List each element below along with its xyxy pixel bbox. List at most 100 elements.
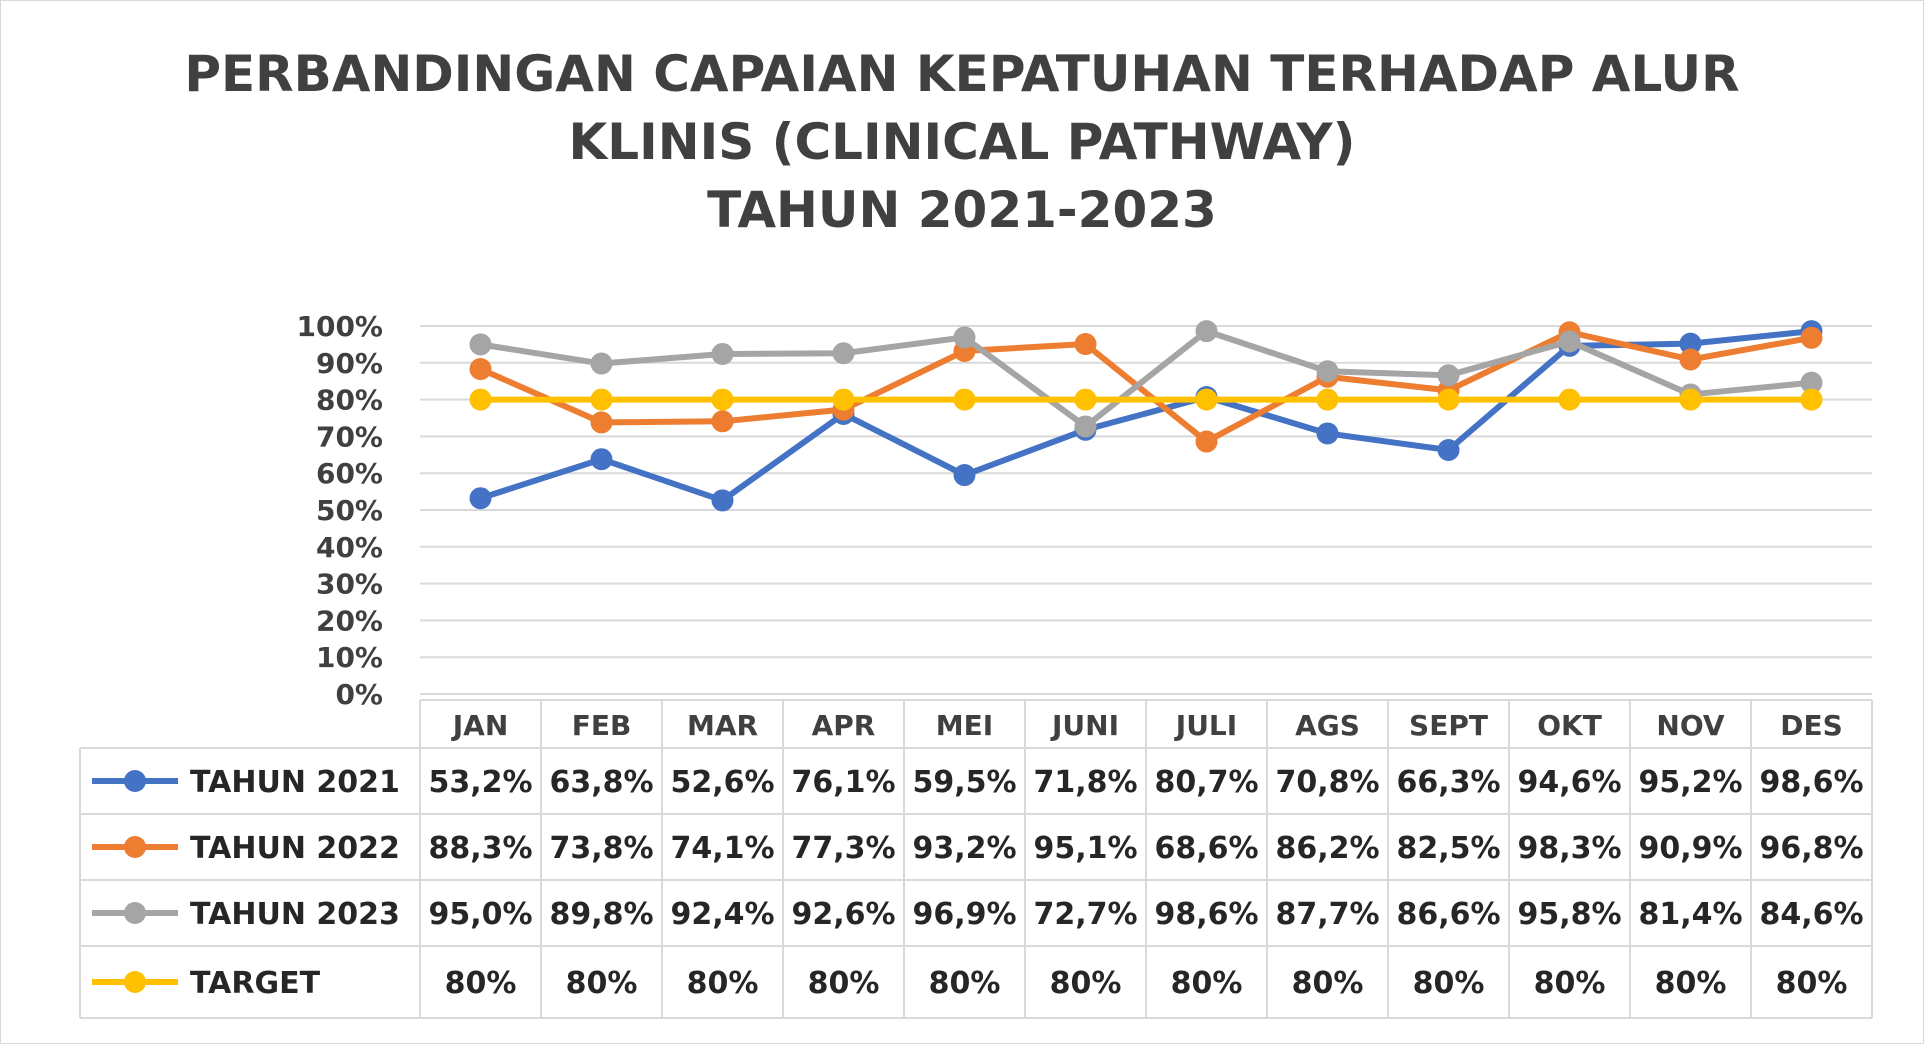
data-point [590, 352, 613, 375]
data-point [1679, 348, 1702, 371]
data-label: 77,3% [791, 831, 895, 866]
data-label: 70,8% [1275, 765, 1379, 800]
data-label: 63,8% [549, 765, 653, 800]
legend-key-marker [124, 902, 146, 924]
data-label: 98,6% [1154, 897, 1258, 932]
x-tick-label: MAR [687, 709, 758, 742]
data-point [711, 489, 734, 512]
legend-key-marker [124, 971, 146, 993]
series-name: TARGET [190, 966, 321, 1001]
data-point [1437, 364, 1460, 387]
chart-title-line-1: PERBANDINGAN CAPAIAN KEPATUHAN TERHADAP … [184, 45, 1740, 103]
legend-key-marker [124, 770, 146, 792]
data-point [1679, 388, 1702, 411]
data-label: 52,6% [670, 765, 774, 800]
y-tick-label: 30% [316, 568, 383, 601]
legend-key-marker [124, 836, 146, 858]
y-tick-label: 0% [335, 678, 383, 711]
data-label: 89,8% [549, 897, 653, 932]
x-tick-label: FEB [572, 709, 632, 742]
data-label: 87,7% [1275, 897, 1379, 932]
data-point [1195, 430, 1218, 453]
data-label: 68,6% [1154, 831, 1258, 866]
data-point [953, 388, 976, 411]
data-point [832, 342, 855, 365]
y-tick-label: 70% [316, 420, 383, 453]
data-point [1195, 320, 1218, 343]
chart-title-line-3: TAHUN 2021-2023 [707, 181, 1217, 239]
x-tick-label: MEI [936, 709, 993, 742]
data-point [1316, 388, 1339, 411]
data-label: 80% [445, 966, 517, 1001]
chart-title: PERBANDINGAN CAPAIAN KEPATUHAN TERHADAP … [0, 40, 1924, 244]
data-point [1074, 333, 1097, 356]
y-tick-label: 10% [316, 641, 383, 674]
data-label: 93,2% [912, 831, 1016, 866]
x-tick-label: NOV [1656, 709, 1724, 742]
data-label: 80% [1292, 966, 1364, 1001]
x-tick-label: DES [1780, 709, 1843, 742]
x-tick-label: OKT [1537, 709, 1602, 742]
x-tick-label: APR [812, 709, 876, 742]
data-label: 73,8% [549, 831, 653, 866]
y-tick-label: 40% [316, 531, 383, 564]
data-label: 84,6% [1759, 897, 1863, 932]
data-label: 86,2% [1275, 831, 1379, 866]
data-point [711, 388, 734, 411]
data-point [590, 411, 613, 434]
data-label: 95,1% [1033, 831, 1137, 866]
data-label: 82,5% [1396, 831, 1500, 866]
x-tick-label: JUNI [1050, 709, 1119, 742]
series-name: TAHUN 2022 [190, 831, 400, 866]
x-tick-label: AGS [1295, 709, 1360, 742]
data-label: 66,3% [1396, 765, 1500, 800]
data-label: 81,4% [1638, 897, 1742, 932]
y-tick-label: 60% [316, 457, 383, 490]
data-label: 92,4% [670, 897, 774, 932]
data-point [1558, 330, 1581, 353]
x-tick-label: JULI [1174, 709, 1237, 742]
data-point [953, 464, 976, 487]
data-label: 80% [687, 966, 759, 1001]
data-label: 53,2% [428, 765, 532, 800]
data-label: 59,5% [912, 765, 1016, 800]
data-point [1316, 422, 1339, 445]
data-label: 95,0% [428, 897, 532, 932]
data-point [1437, 388, 1460, 411]
data-point [711, 342, 734, 365]
data-label: 96,9% [912, 897, 1016, 932]
data-label: 80% [1413, 966, 1485, 1001]
data-label: 80% [566, 966, 638, 1001]
data-label: 72,7% [1033, 897, 1137, 932]
y-tick-label: 90% [316, 347, 383, 380]
data-point [711, 410, 734, 433]
data-point [1800, 388, 1823, 411]
x-tick-label: JAN [451, 709, 509, 742]
data-label: 98,3% [1517, 831, 1621, 866]
data-label: 80,7% [1154, 765, 1258, 800]
data-point [1316, 360, 1339, 383]
data-label: 95,8% [1517, 897, 1621, 932]
data-label: 80% [1655, 966, 1727, 1001]
data-label: 74,1% [670, 831, 774, 866]
data-point [832, 388, 855, 411]
data-point [1800, 326, 1823, 349]
data-label: 96,8% [1759, 831, 1863, 866]
series-line [480, 328, 1812, 430]
series-line [479, 329, 1813, 445]
data-point [1800, 371, 1823, 394]
data-point [1558, 388, 1581, 411]
data-point [590, 388, 613, 411]
series-line [479, 328, 1812, 504]
data-point [1437, 439, 1460, 462]
data-label: 80% [808, 966, 880, 1001]
y-tick-label: 80% [316, 384, 383, 417]
data-label: 80% [929, 966, 1001, 1001]
data-label: 86,6% [1396, 897, 1500, 932]
data-point [953, 326, 976, 349]
data-label: 80% [1050, 966, 1122, 1001]
data-point [590, 448, 613, 471]
data-label: 80% [1776, 966, 1848, 1001]
